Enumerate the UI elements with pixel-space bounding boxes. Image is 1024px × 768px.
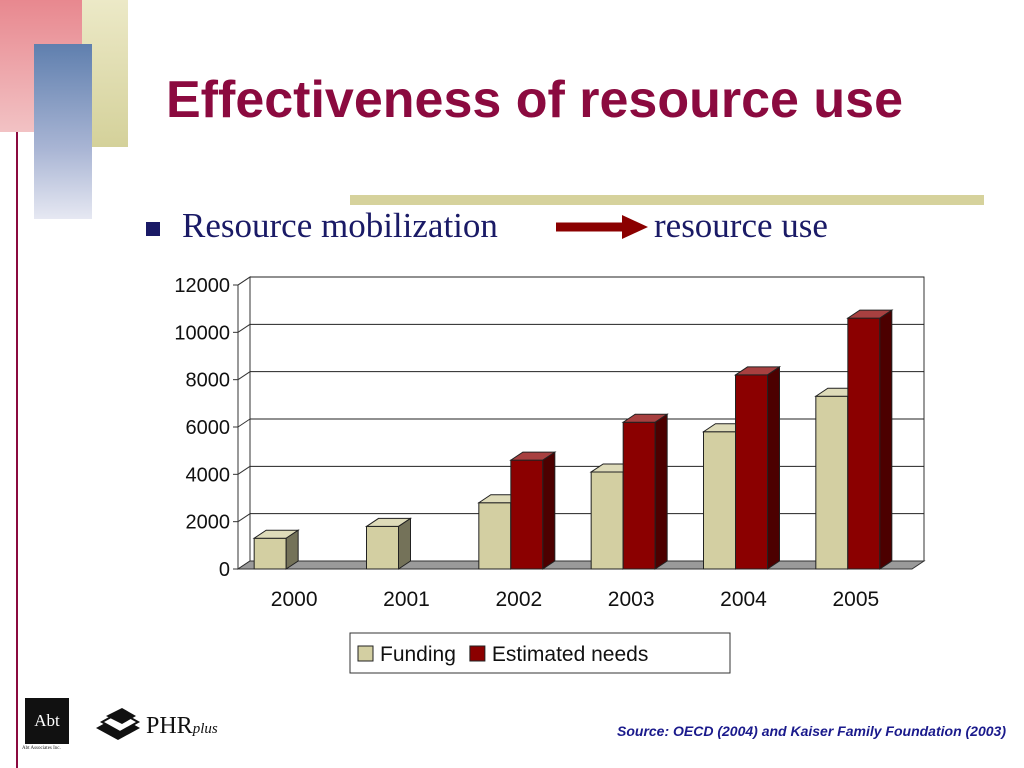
y-tick-label: 10000: [174, 322, 230, 344]
y-tick-label: 8000: [186, 370, 231, 392]
legend-label: Funding: [380, 643, 456, 666]
right-arrow-icon: [556, 215, 648, 239]
gridline-depth: [237, 323, 251, 333]
phrplus-stack-icon: [96, 708, 141, 740]
abt-logo: Abt: [25, 698, 69, 744]
legend-box: [349, 632, 731, 674]
bar-estimated-needs-2003: [621, 413, 669, 570]
y-tick-label: 2000: [186, 512, 231, 534]
y-tick-label: 4000: [186, 464, 231, 486]
abt-logo-caption: Abt Associates Inc.: [22, 746, 61, 751]
bar-funding-2001: [364, 517, 413, 570]
x-tick-label: 2001: [383, 588, 430, 611]
bullet-text-right: resource use: [654, 206, 828, 245]
x-tick-label: 2004: [720, 588, 767, 611]
bar-funding-2000: [252, 529, 300, 570]
decor-vertical-rule: [16, 132, 18, 768]
phrplus-logo-suffix: plus: [192, 721, 218, 737]
y-tick-label: 6000: [186, 417, 231, 439]
y-tick-label: 0: [219, 559, 230, 581]
legend-swatch: [469, 645, 486, 662]
phrplus-logo-text: PHR: [146, 713, 193, 739]
bullet-text-left: Resource mobilization: [182, 206, 498, 245]
slide-title: Effectiveness of resource use: [166, 71, 903, 129]
phrplus-logo: PHRplus: [146, 713, 218, 740]
bullet-square-icon: [146, 222, 160, 236]
bar-estimated-needs-2005: [846, 309, 894, 570]
x-tick-label: 2005: [832, 588, 879, 611]
legend-label: Estimated needs: [492, 643, 648, 666]
gridline-depth: [237, 371, 251, 381]
legend-swatch: [357, 645, 374, 662]
x-tick-label: 2002: [495, 588, 542, 611]
y-tick-label: 12000: [174, 275, 230, 297]
gridline-depth: [237, 418, 251, 428]
gridline-depth: [237, 276, 251, 286]
x-tick-label: 2000: [271, 588, 318, 611]
gridline-depth: [237, 513, 251, 523]
x-tick-label: 2003: [608, 588, 655, 611]
bar-estimated-needs-2004: [733, 365, 782, 570]
decor-blue-block: [34, 44, 92, 219]
bar-chart: 0 2000 4000 6000 8000 10000 12000 2000 2001 2002 2…: [174, 275, 926, 674]
gridline-depth: [237, 465, 251, 475]
decor-horizontal-rule: [350, 195, 984, 205]
source-note: Source: OECD (2004) and Kaiser Family Fo…: [617, 723, 1006, 739]
bar-estimated-needs-2002: [509, 451, 557, 570]
